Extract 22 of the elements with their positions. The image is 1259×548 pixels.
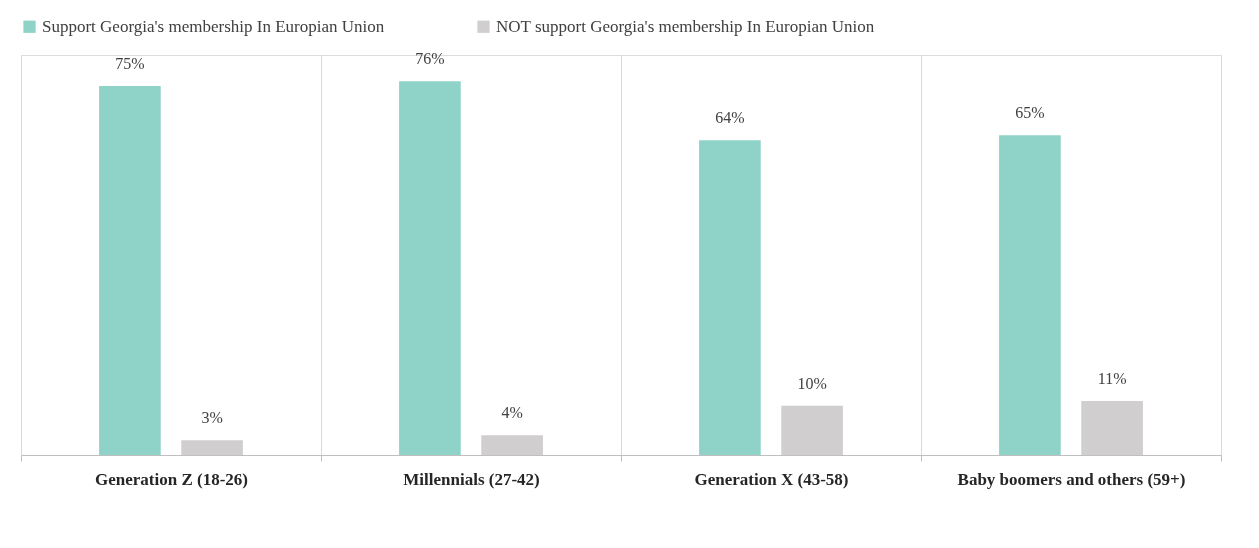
data-label: 3% [201, 409, 223, 427]
data-label: 64% [715, 109, 745, 127]
x-tick-label: Millennials (27-42) [403, 469, 540, 489]
bar [1081, 400, 1143, 455]
data-label: 11% [1097, 369, 1127, 387]
bar [781, 405, 843, 455]
data-label: 76% [415, 50, 445, 68]
bar [181, 440, 243, 455]
bar [999, 135, 1061, 455]
data-label: 75% [115, 55, 145, 73]
x-tick-label: Baby boomers and others (59+) [957, 469, 1186, 489]
x-tick-label: Generation Z (18-26) [95, 469, 248, 489]
data-label: 4% [501, 404, 523, 422]
legend-label: NOT support Georgia's membership In Europian Union [496, 16, 875, 36]
bar [399, 81, 461, 455]
bar [99, 86, 161, 455]
bar [699, 140, 761, 455]
data-label: 65% [1015, 104, 1045, 122]
x-tick-label: Generation X (43-58) [694, 469, 849, 489]
bar [481, 435, 543, 455]
legend-label: Support Georgia's membership In Europian Union [42, 16, 385, 36]
data-label: 10% [797, 374, 827, 392]
